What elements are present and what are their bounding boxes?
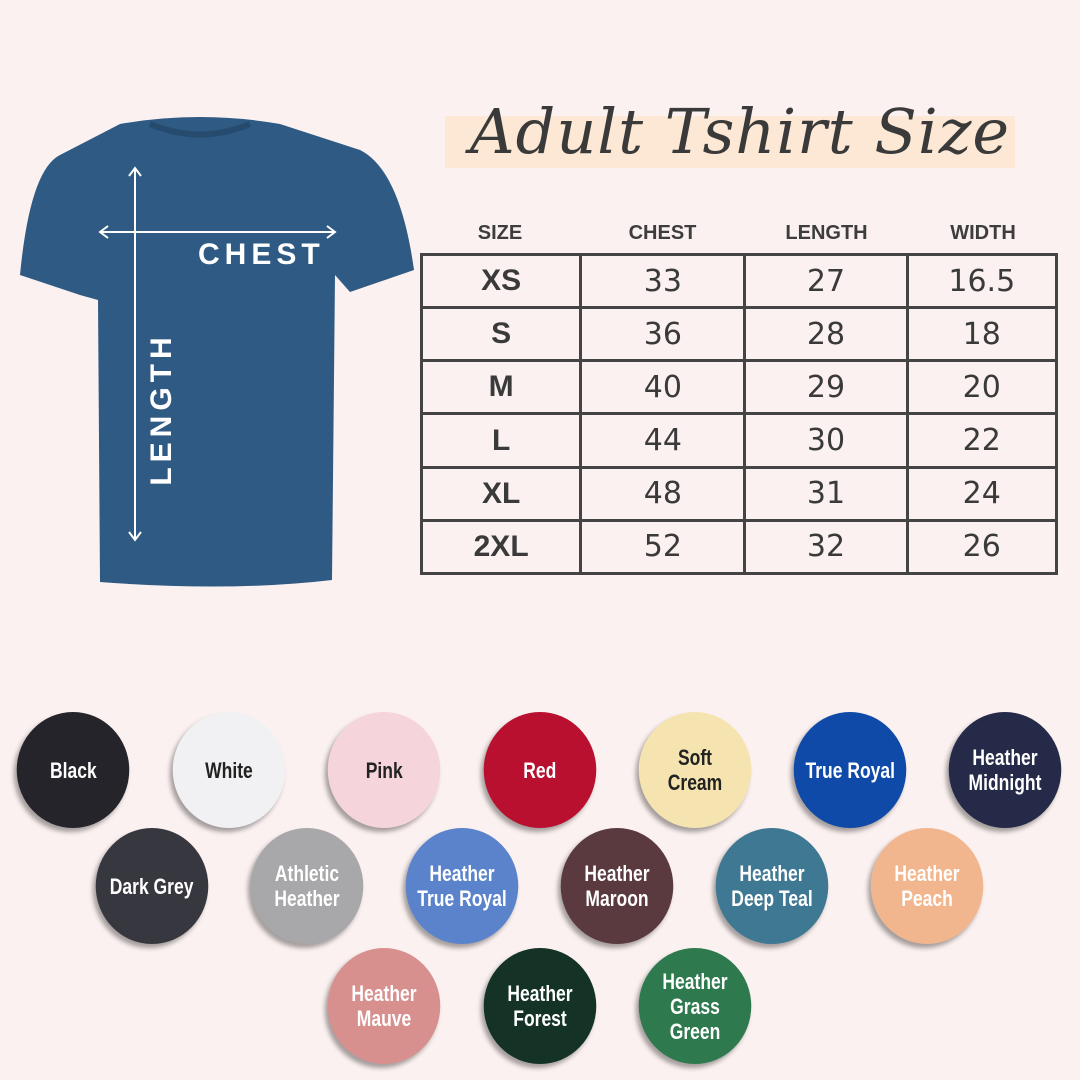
measure-cell: 52 [579,518,747,576]
header-chest: CHEST [628,222,697,244]
color-name: Heather Deep Teal [731,861,813,911]
color-name: Dark Grey [110,873,194,899]
header-size: SIZE [477,222,523,244]
title-highlight [445,116,1015,168]
color-name: Pink [365,757,403,783]
measure-cell: 27 [743,252,909,310]
color-name: True Royal [805,757,895,783]
header-length: LENGTH [785,222,868,244]
color-swatch[interactable]: True Royal [793,712,907,828]
color-swatch[interactable]: Pink [327,712,441,828]
color-name: Heather Forest [507,981,573,1031]
chest-label: CHEST [198,238,325,271]
measure-cell: 22 [905,412,1059,469]
size-table: XS 33 27 16.5 S 36 28 18 M 40 29 20 L 44 30 22 XL 48 31 24 2… [419,252,1059,576]
length-label: LENGTH [145,332,178,486]
page-title: Adult Tshirt Size [469,95,1011,168]
color-name: White [205,757,253,783]
color-name: Heather Maroon [584,861,650,911]
size-cell: XS [419,252,583,310]
measure-cell: 20 [905,359,1059,416]
table-row: L 44 30 22 [419,412,1059,469]
color-name: Athletic Heather [274,861,340,911]
color-name: Heather True Royal [417,861,507,911]
color-swatch[interactable]: Dark Grey [95,828,209,944]
measure-cell: 36 [579,306,747,363]
color-swatch[interactable]: Heather Forest [483,948,597,1064]
size-cell: XL [419,465,583,522]
tshirt-image [20,117,414,587]
color-name: Heather Mauve [351,981,417,1031]
measure-cell: 16.5 [905,252,1059,310]
table-row: M 40 29 20 [419,359,1059,416]
size-cell: 2XL [419,518,583,576]
color-swatch[interactable]: White [172,712,286,828]
color-swatch[interactable]: Soft Cream [638,712,752,828]
color-swatch[interactable]: Heather Mauve [327,948,441,1064]
table-row: XS 33 27 16.5 [419,252,1059,310]
measure-cell: 44 [579,412,747,469]
measure-cell: 40 [579,359,747,416]
color-swatch[interactable]: Athletic Heather [250,828,364,944]
color-swatch[interactable]: Black [16,712,130,828]
measure-cell: 48 [579,465,747,522]
measure-cell: 30 [743,412,909,469]
color-name: Heather Midnight [968,745,1042,795]
size-cell: S [419,306,583,363]
table-row: XL 48 31 24 [419,465,1059,522]
color-swatch[interactable]: Heather Midnight [948,712,1062,828]
size-cell: L [419,412,583,469]
table-row: 2XL 52 32 26 [419,518,1059,576]
size-cell: M [419,359,583,416]
color-swatch[interactable]: Heather Peach [870,828,984,944]
measure-cell: 32 [743,518,909,576]
table-row: S 36 28 18 [419,306,1059,363]
measure-cell: 26 [905,518,1059,576]
color-swatch[interactable]: Heather Deep Teal [715,828,829,944]
color-swatch[interactable]: Heather Maroon [560,828,674,944]
color-name: Red [523,757,557,783]
color-name: Black [49,757,97,783]
measure-cell: 29 [743,359,909,416]
color-name: Soft Cream [667,745,723,795]
color-name: Heather Grass Green [662,968,728,1044]
measure-cell: 28 [743,306,909,363]
header-width: WIDTH [950,222,1016,244]
measure-cell: 18 [905,306,1059,363]
color-name: Heather Peach [894,861,960,911]
color-swatch[interactable]: Red [483,712,597,828]
measure-cell: 33 [579,252,747,310]
measure-cell: 31 [743,465,909,522]
color-swatch[interactable]: Heather True Royal [405,828,519,944]
measure-cell: 24 [905,465,1059,522]
color-swatch[interactable]: Heather Grass Green [638,948,752,1064]
